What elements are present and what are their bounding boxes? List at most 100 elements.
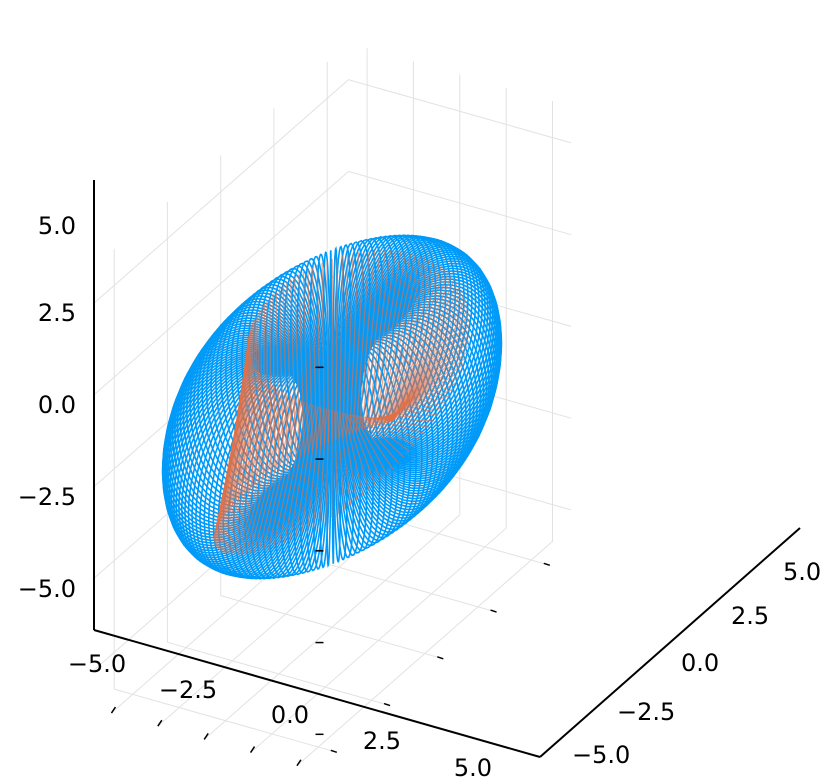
z-tick-label: 5.0: [38, 212, 76, 240]
strip-wire-line: [341, 412, 358, 501]
y-tick-label: 5.0: [783, 558, 821, 586]
strip-wire-line: [360, 415, 405, 459]
strip-wire-line: [364, 416, 416, 447]
z-tick-label: 0.0: [38, 391, 76, 419]
strip-wire-line: [312, 407, 325, 529]
strip-wire-line: [225, 385, 274, 554]
torus-wire-curve: [319, 363, 331, 569]
tick-marks: [110, 366, 551, 767]
strip-wire-line: [249, 395, 292, 554]
strip-wire-line: [234, 390, 281, 555]
strip-wire-line: [353, 414, 388, 475]
strip-wire-line: [258, 398, 297, 552]
strip-wire-line: [348, 413, 376, 486]
y-tick-mark: [383, 702, 391, 707]
strip-wire-line: [381, 257, 426, 425]
z-tick-label: −2.5: [18, 483, 76, 511]
z-tick-label: −5.0: [18, 575, 76, 603]
strip-wire-line: [387, 266, 442, 423]
strip-wire-line: [302, 271, 309, 453]
y-tick-mark: [330, 749, 338, 754]
strip-wire-line: [275, 291, 280, 469]
strip-wire-line: [390, 275, 453, 423]
x-grid-line: [203, 74, 461, 740]
strip-wire-line: [216, 375, 263, 548]
strip-wire-line: [300, 406, 319, 536]
y-tick-mark: [543, 562, 551, 567]
x-tick-mark: [296, 759, 302, 767]
strip-wire-line: [356, 415, 394, 470]
surfaces: [161, 234, 503, 580]
y-grid-line: [114, 688, 337, 753]
strip-wire-line: [358, 415, 400, 464]
y-tick-mark: [490, 609, 497, 613]
strip-wire-line: [342, 254, 349, 437]
y-grid-line: [167, 641, 391, 707]
x-tick-label: 5.0: [454, 754, 492, 780]
strip-wire-line: [228, 386, 276, 555]
y-axis-line: [539, 527, 801, 758]
x-grid-line: [296, 101, 553, 767]
strip-wire-line: [346, 413, 370, 491]
strip-wire-line: [376, 252, 412, 426]
strip-wire-line: [384, 261, 435, 424]
strip-wire-line: [339, 411, 352, 505]
x-tick-mark: [249, 746, 256, 753]
strip-wire-line: [338, 255, 344, 439]
tick-labels: −5.0 −2.5 0.0 2.5 5.0 −5.0 −2.5 0.0 2.5 …: [18, 212, 821, 780]
strip-wire-line: [349, 252, 360, 435]
x-tick-mark: [110, 706, 117, 714]
strip-wire-line: [333, 410, 339, 514]
strip-wire-line: [345, 253, 354, 436]
x-tick-label: −2.5: [159, 676, 217, 704]
strip-wire-line: [283, 403, 311, 544]
strip-wire-line: [321, 262, 326, 445]
strip-wire-line: [267, 400, 303, 549]
strip-wire-line: [370, 417, 430, 428]
strip-wire-line: [379, 255, 421, 425]
strip-wire-line: [213, 364, 255, 539]
strip-wire-line: [391, 282, 458, 422]
strip-wire-line: [335, 257, 338, 440]
strip-wire-line: [371, 251, 402, 427]
y-grid-line: [220, 595, 444, 660]
strip-wire-line: [307, 269, 314, 451]
y-tick-label: 2.5: [731, 602, 769, 630]
strip-wire-line: [294, 405, 317, 539]
x-grid-line: [250, 87, 507, 753]
strip-wire-line: [355, 250, 370, 432]
strip-wire-line: [215, 373, 261, 547]
strip-wire-line: [231, 388, 279, 555]
torus-wire-curve: [335, 357, 361, 557]
z-grid-line: [92, 170, 572, 397]
strip-wire-line: [278, 402, 308, 546]
strip-wire-line: [383, 259, 430, 424]
strip-wire-line: [388, 269, 446, 423]
strip-wire-line: [245, 394, 289, 555]
strip-wire-line: [351, 414, 382, 481]
strip-wire-line: [262, 399, 300, 551]
strip-wire-line: [366, 250, 392, 429]
strip-wire-line: [237, 391, 284, 555]
strip-wire-line: [362, 416, 411, 453]
strip-wire-line: [386, 263, 439, 424]
y-tick-label: −5.0: [572, 741, 630, 769]
strip-wire-line: [358, 250, 376, 431]
strip-wire-line: [374, 251, 407, 427]
strip-wire-line: [253, 397, 294, 553]
strip-wire-line: [392, 294, 465, 422]
strip-wire-line: [364, 250, 386, 430]
strip-wire-line: [352, 251, 365, 433]
strip-wire-line: [390, 278, 456, 423]
strip-wire-line: [336, 411, 345, 510]
y-tick-label: 0.0: [681, 649, 719, 677]
strip-wire-line: [392, 290, 463, 422]
axes: [93, 180, 801, 758]
strip-wire-line: [272, 401, 306, 548]
strip-wire-line: [241, 393, 286, 555]
strip-wire-line: [326, 260, 329, 443]
strip-wire-line: [389, 272, 449, 423]
strip-wire-line: [214, 371, 260, 545]
strip-wire-line: [378, 254, 417, 426]
